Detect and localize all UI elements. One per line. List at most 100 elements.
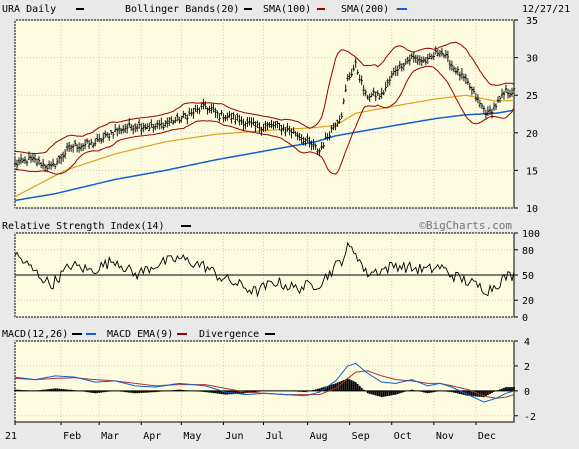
price-bar: [374, 91, 377, 101]
price-bar: [256, 120, 259, 129]
price-bar: [348, 72, 351, 81]
price-bar: [460, 68, 464, 80]
xtick-dec: Dec: [478, 431, 496, 442]
price-bar: [35, 158, 39, 167]
legend-sma100: SMA(100): [263, 4, 311, 15]
price-bar: [418, 55, 421, 66]
price-bar: [336, 119, 339, 127]
macd-ytick-2: 0: [524, 387, 530, 398]
rsi-ytick-2: 50: [522, 271, 534, 282]
price-bar: [242, 118, 245, 131]
xtick-mar: Mar: [101, 431, 119, 442]
price-bar: [282, 124, 285, 132]
price-bar: [132, 125, 135, 135]
price-bar: [176, 112, 179, 122]
price-bar: [51, 158, 55, 167]
xtick-may: May: [183, 431, 201, 442]
price-bar: [204, 101, 207, 110]
price-ytick-3: 20: [526, 129, 538, 140]
price-bar: [380, 87, 383, 99]
price-bar: [112, 132, 115, 139]
price-bar: [296, 131, 299, 141]
price-bar: [388, 76, 391, 86]
xtick-nov: Nov: [436, 431, 454, 442]
price-bar: [292, 127, 295, 134]
price-bar: [470, 86, 474, 96]
price-bar: [258, 122, 261, 133]
price-bar: [454, 67, 458, 75]
xtick-feb: Feb: [63, 431, 81, 442]
price-bar: [92, 142, 95, 149]
price-bar: [198, 107, 201, 115]
price-bar: [332, 122, 335, 131]
price-bar: [498, 96, 502, 103]
price-bar: [208, 105, 211, 113]
xtick-jun: Jun: [225, 431, 243, 442]
price-bar: [216, 110, 219, 119]
price-bar: [49, 161, 53, 170]
price-bar: [502, 90, 506, 100]
price-bar: [508, 89, 512, 98]
price-bar: [31, 153, 35, 163]
price-bar: [376, 90, 379, 97]
price-bar: [134, 123, 137, 133]
price-bar: [170, 116, 173, 124]
price-bar: [142, 122, 145, 133]
price-bar: [226, 112, 229, 121]
price-bar: [33, 154, 37, 164]
price-bar: [490, 108, 494, 119]
price-bar: [440, 47, 444, 57]
price-bar: [21, 157, 25, 164]
rsi-ytick-1: 80: [522, 246, 534, 257]
price-bar: [436, 49, 439, 57]
price-bar: [438, 49, 442, 58]
price-bar: [398, 60, 401, 70]
price-bar: [182, 110, 185, 119]
price-bar: [222, 113, 225, 123]
price-bar: [480, 103, 484, 109]
price-bar: [458, 71, 462, 81]
price-bar: [378, 93, 381, 100]
price-bar: [85, 138, 89, 144]
price-bar: [224, 115, 227, 122]
price-bar: [270, 119, 273, 129]
rsi-ytick-4: 0: [522, 313, 528, 324]
price-bar: [462, 73, 466, 82]
price-bar: [162, 122, 165, 131]
macd-ytick-3: -2: [524, 412, 536, 423]
price-bar: [446, 50, 450, 63]
price-bar: [342, 98, 345, 105]
price-bar: [90, 138, 93, 146]
legend-divergence: Divergence: [199, 329, 259, 340]
price-bar: [102, 132, 105, 143]
price-bar: [202, 98, 205, 110]
price-bar: [27, 151, 31, 161]
price-bar: [230, 112, 233, 124]
price-bar: [314, 143, 317, 150]
price-bar: [384, 81, 387, 92]
price-bar: [356, 69, 359, 75]
price-bar: [108, 133, 111, 141]
price-bar: [17, 157, 21, 166]
price-bar: [472, 86, 476, 94]
price-bar: [73, 139, 77, 147]
price-bar: [414, 54, 417, 63]
price-bar: [504, 84, 508, 93]
price-bar: [354, 58, 357, 68]
price-bar: [420, 56, 423, 67]
price-bar: [306, 133, 309, 143]
price-bar: [160, 117, 163, 129]
price-bar: [364, 89, 367, 97]
price-ytick-5: 10: [526, 204, 538, 215]
legend-macd: MACD(12,26): [2, 329, 68, 340]
macd-ytick-1: 2: [524, 362, 530, 373]
price-bar: [308, 136, 311, 148]
price-bar: [178, 117, 181, 124]
price-bar: [466, 78, 470, 85]
price-bar: [19, 153, 23, 165]
price-bar: [366, 94, 369, 100]
price-bar: [218, 113, 221, 122]
price-bar: [59, 153, 63, 165]
price-bar: [152, 123, 155, 133]
price-bar: [71, 143, 75, 153]
